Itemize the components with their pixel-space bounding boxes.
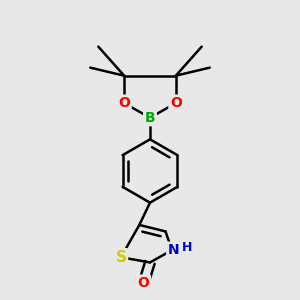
Text: S: S xyxy=(116,250,126,265)
Text: O: O xyxy=(138,276,149,290)
Text: O: O xyxy=(118,96,130,110)
Text: N: N xyxy=(168,243,179,257)
Text: H: H xyxy=(182,241,193,254)
Text: O: O xyxy=(170,96,182,110)
Text: B: B xyxy=(145,111,155,125)
